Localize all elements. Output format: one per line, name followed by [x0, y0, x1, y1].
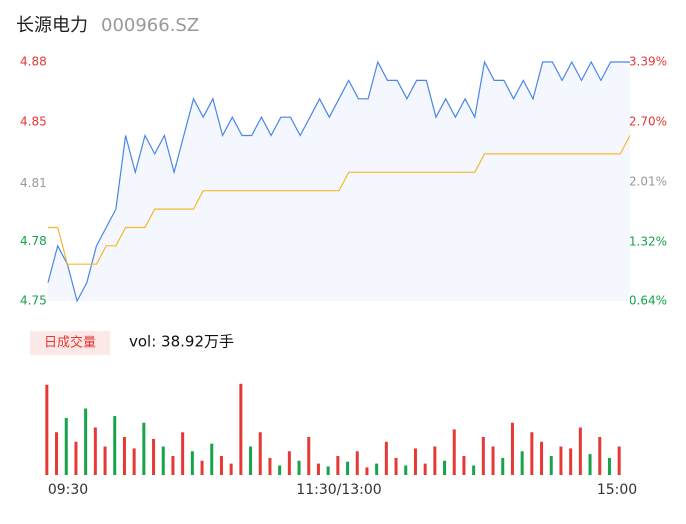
y-tick-label: 4.88	[20, 55, 47, 69]
volume-bar	[161, 446, 165, 475]
volume-bar	[617, 446, 621, 475]
volume-bar	[55, 432, 59, 475]
price-area	[48, 62, 630, 301]
volume-bar	[413, 448, 417, 475]
x-tick-label: 11:30/13:00	[296, 482, 381, 498]
volume-bar	[45, 384, 49, 475]
volume-bar	[297, 460, 301, 475]
volume-bar	[200, 460, 204, 475]
volume-bar	[336, 456, 340, 475]
stock-code: 000966.SZ	[101, 15, 199, 36]
volume-bar	[190, 451, 194, 475]
volume-bar	[239, 383, 243, 475]
volume-bar	[113, 416, 117, 475]
volume-bar	[326, 466, 330, 475]
volume-bar	[549, 456, 553, 475]
y-tick-label: 4.85	[20, 114, 47, 128]
price-line	[47, 60, 630, 303]
volume-bar	[122, 437, 126, 475]
y2-tick-label: 2.01%	[629, 174, 667, 188]
volume-bar	[219, 456, 223, 475]
volume-bar	[229, 463, 233, 475]
y-tick-label: 4.75	[20, 294, 47, 308]
volume-bar	[491, 446, 495, 475]
stock-name: 长源电力	[16, 15, 88, 36]
volume-bar	[181, 432, 185, 475]
volume-bar	[355, 451, 359, 475]
x-tick-label: 15:00	[597, 482, 637, 498]
volume-bar	[93, 427, 97, 475]
volume-bar	[530, 432, 534, 475]
volume-bar	[559, 446, 563, 475]
volume-bar	[598, 437, 602, 475]
volume-bar	[588, 454, 592, 475]
y2-tick-label: 2.70%	[629, 114, 667, 128]
volume-bar	[268, 457, 272, 475]
volume-bar	[365, 467, 369, 475]
y2-tick-label: 1.32%	[629, 234, 667, 248]
volume-legend: 日成交量	[44, 335, 96, 351]
y-tick-label: 4.81	[20, 176, 47, 190]
volume-bar	[394, 457, 398, 475]
legend-box	[30, 331, 110, 355]
volume-bar	[346, 461, 350, 475]
volume-bar	[443, 460, 447, 475]
volume-bar	[375, 463, 379, 475]
volume-bar	[132, 448, 136, 475]
y2-tick-label: 0.64%	[629, 294, 667, 308]
y-tick-label: 4.78	[20, 234, 47, 248]
volume-bar	[510, 422, 514, 475]
volume-bar	[74, 441, 78, 475]
volume-bar	[258, 432, 262, 475]
volume-bar	[103, 446, 107, 475]
volume-bar	[64, 418, 68, 475]
volume-bar	[433, 446, 437, 475]
volume-bar	[384, 441, 388, 475]
volume-label: vol: 38.92万手	[129, 333, 234, 351]
volume-bar	[462, 456, 466, 475]
volume-bar	[278, 465, 282, 475]
volume-bar	[249, 446, 253, 475]
volume-bar	[472, 465, 476, 475]
y2-tick-label: 3.39%	[629, 55, 667, 69]
volume-bar	[210, 443, 214, 475]
volume-bar	[481, 437, 485, 475]
volume-bar	[520, 451, 524, 475]
volume-bar	[84, 408, 88, 475]
volume-bar	[404, 465, 408, 475]
volume-bar	[423, 463, 427, 475]
volume-bar	[152, 438, 156, 475]
x-tick-label: 09:30	[48, 482, 88, 498]
volume-bar	[142, 422, 146, 475]
volume-bar	[171, 456, 175, 475]
volume-bar	[287, 451, 291, 475]
volume-bar	[540, 441, 544, 475]
volume-bar	[307, 437, 311, 475]
volume-bar	[607, 457, 611, 475]
volume-bar	[452, 429, 456, 475]
volume-bar	[569, 448, 573, 475]
volume-bar	[501, 457, 505, 475]
average-line	[48, 135, 631, 265]
volume-bar	[316, 463, 320, 475]
volume-bar	[578, 427, 582, 475]
